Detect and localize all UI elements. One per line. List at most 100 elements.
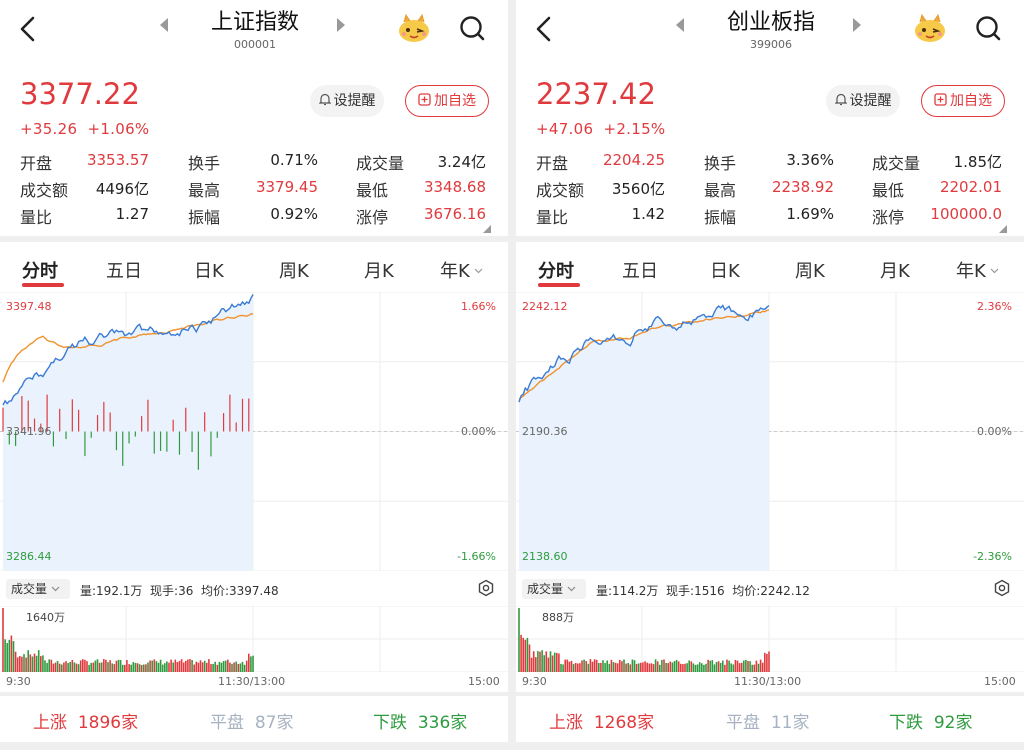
tab-label: 周K	[279, 261, 309, 282]
volume-bar	[667, 663, 669, 672]
next-triangle-icon[interactable]	[853, 18, 861, 32]
tab-yearly-k[interactable]: 年K	[440, 257, 483, 283]
volume-bar	[556, 652, 558, 672]
volume-bar	[530, 657, 533, 672]
unchanged-count: 87家	[254, 713, 294, 733]
mascot-icon[interactable]	[396, 12, 432, 44]
tab-label: 日K	[194, 261, 224, 282]
stat-value: 3.24亿	[437, 153, 486, 171]
volume-bar	[243, 664, 246, 672]
volume-bar	[206, 662, 208, 672]
search-icon[interactable]	[458, 14, 486, 42]
volume-selector[interactable]: 成交量	[522, 579, 586, 599]
mascot-icon[interactable]	[912, 12, 948, 44]
settings-icon[interactable]	[993, 579, 1011, 597]
chevron-down-icon	[990, 268, 999, 274]
tab-label: 年K	[440, 261, 470, 282]
volume-bar	[124, 664, 126, 672]
volume-bar	[195, 661, 198, 672]
add-watchlist-button[interactable]: 加自选	[921, 85, 1005, 117]
tab-label: 月K	[364, 261, 394, 282]
volume-bar	[543, 655, 545, 672]
tab-five-day[interactable]: 五日	[622, 257, 658, 283]
volume-bar	[734, 660, 737, 672]
tab-weekly-k[interactable]: 周K	[279, 257, 309, 283]
volume-bar	[713, 664, 716, 672]
tab-yearly-k[interactable]: 年K	[956, 257, 999, 283]
volume-bar	[77, 664, 80, 672]
tab-monthly-k[interactable]: 月K	[880, 257, 910, 283]
time-end-label: 15:00	[468, 675, 500, 688]
bell-icon	[318, 93, 331, 106]
plus-box-icon	[418, 93, 431, 106]
stat-label: 换手	[704, 154, 737, 173]
tab-intraday[interactable]: 分时	[22, 257, 58, 283]
volume-bar	[728, 660, 730, 672]
expand-corner-icon[interactable]	[999, 225, 1007, 233]
add-watchlist-button[interactable]: 加自选	[405, 85, 489, 117]
volume-bar	[134, 662, 137, 672]
volume-bar	[164, 663, 166, 672]
settings-icon[interactable]	[477, 579, 495, 597]
stat-value: 3560亿	[611, 180, 665, 198]
tab-intraday[interactable]: 分时	[538, 257, 574, 283]
back-arrow-icon[interactable]	[530, 14, 560, 44]
current-price: 2237.42	[536, 77, 656, 111]
volume-bar	[172, 662, 174, 672]
volume-bar	[115, 660, 118, 672]
volume-max-label: 1640万	[26, 611, 65, 624]
prev-triangle-icon[interactable]	[160, 18, 168, 32]
volume-bar	[669, 661, 672, 672]
volume-bar	[33, 653, 36, 672]
volume-bar	[233, 662, 235, 672]
stat-label: 换手	[188, 154, 221, 173]
stock-panel-shanghai: 上证指数 000001 3377.22 +35.26 +1.06% 设提醒 加自…	[0, 0, 508, 750]
volume-bar	[768, 651, 770, 672]
tab-label: 五日	[622, 261, 658, 282]
volume-bar	[537, 651, 539, 672]
tab-monthly-k[interactable]: 月K	[364, 257, 394, 283]
plus-box-icon	[934, 93, 947, 106]
set-alert-button[interactable]: 设提醒	[310, 85, 384, 117]
tab-daily-k[interactable]: 日K	[194, 257, 224, 283]
search-icon[interactable]	[974, 14, 1002, 42]
tab-daily-k[interactable]: 日K	[710, 257, 740, 283]
next-triangle-icon[interactable]	[337, 18, 345, 32]
volume-bar	[589, 659, 592, 672]
back-arrow-icon[interactable]	[14, 14, 44, 44]
volume-bar	[216, 664, 219, 672]
volume-bar	[119, 660, 122, 672]
volume-bar	[663, 659, 665, 672]
volume-bar	[738, 663, 741, 672]
volume-bar	[40, 656, 42, 672]
advancers-count: 1268家	[593, 713, 655, 733]
volume-bar	[25, 657, 27, 672]
stat-label: 量比	[536, 208, 569, 227]
set-alert-button[interactable]: 设提醒	[826, 85, 900, 117]
volume-bar	[79, 660, 82, 672]
price-area-fill	[519, 305, 769, 571]
unchanged-label: 平盘	[210, 713, 244, 733]
volume-selector[interactable]: 成交量	[6, 579, 70, 599]
volume-bar	[717, 661, 720, 672]
volume-bar	[4, 639, 6, 672]
tab-five-day[interactable]: 五日	[106, 257, 142, 283]
volume-bar	[208, 659, 210, 672]
volume-bar	[159, 659, 162, 672]
divider	[0, 742, 508, 750]
volume-bar	[140, 665, 143, 672]
index-title: 创业板指	[726, 10, 815, 35]
prev-triangle-icon[interactable]	[676, 18, 684, 32]
stat-label: 开盘	[20, 154, 53, 173]
volume-bar	[654, 659, 657, 672]
decliners: 下跌 336家	[373, 708, 467, 733]
tab-weekly-k[interactable]: 周K	[795, 257, 825, 283]
volume-bar	[673, 661, 676, 672]
volume-bar	[572, 664, 575, 672]
expand-corner-icon[interactable]	[483, 225, 491, 233]
stat-value: 1.85亿	[953, 153, 1002, 171]
active-tab-indicator	[22, 283, 64, 287]
volume-bar	[745, 660, 747, 672]
volume-bar	[616, 663, 619, 672]
tab-label: 分时	[22, 261, 58, 282]
